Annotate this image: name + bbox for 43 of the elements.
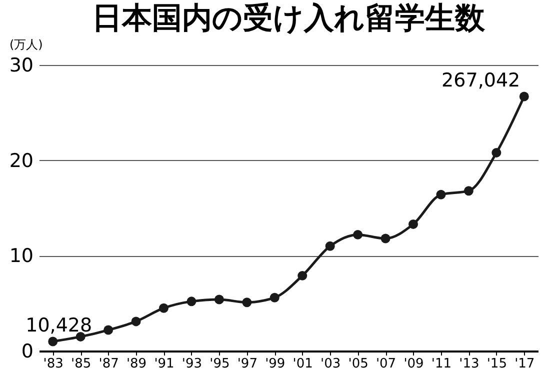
point bbox=[519, 92, 529, 102]
point bbox=[186, 296, 196, 306]
x-tick-label: '95 bbox=[210, 356, 230, 372]
x-tick-label: '99 bbox=[265, 356, 286, 372]
x-tick-label: '87 bbox=[98, 356, 119, 372]
point bbox=[270, 292, 280, 302]
point bbox=[436, 190, 446, 200]
x-tick-label: '05 bbox=[348, 356, 368, 372]
point bbox=[131, 316, 141, 326]
point bbox=[48, 336, 58, 346]
y-tick-label: 10 bbox=[9, 245, 34, 268]
x-tick-label: '15 bbox=[486, 356, 507, 372]
y-tick-label: 30 bbox=[9, 54, 34, 76]
point bbox=[464, 186, 474, 196]
x-tick-label: '13 bbox=[459, 356, 480, 372]
point bbox=[298, 270, 308, 280]
point bbox=[325, 241, 335, 251]
y-tick-label: 0 bbox=[21, 340, 34, 362]
annotation: 267,042 bbox=[442, 69, 520, 92]
point bbox=[492, 148, 502, 158]
annotation: 10,428 bbox=[26, 314, 92, 336]
x-tick-label: '09 bbox=[404, 356, 424, 372]
point bbox=[353, 230, 363, 240]
x-tick-label: '89 bbox=[126, 356, 147, 372]
y-axis-title: (万人) bbox=[10, 38, 43, 52]
x-tick-label: '03 bbox=[320, 356, 341, 372]
point bbox=[408, 219, 418, 229]
point bbox=[104, 325, 114, 335]
point bbox=[380, 234, 390, 244]
x-tick-label: '11 bbox=[431, 356, 452, 372]
y-tick-label: 20 bbox=[9, 150, 34, 172]
x-tick-label: '83 bbox=[43, 356, 64, 372]
x-tick-label: '01 bbox=[292, 356, 313, 372]
x-tick-label: '97 bbox=[237, 356, 258, 372]
x-tick-label: '93 bbox=[182, 356, 202, 372]
point bbox=[214, 294, 224, 304]
x-tick-label: '91 bbox=[154, 356, 174, 372]
x-tick-label: '07 bbox=[376, 356, 396, 372]
chart-title: 日本国内の受け入れ留学生数 bbox=[92, 1, 486, 36]
point bbox=[159, 303, 168, 313]
point bbox=[242, 298, 252, 308]
x-tick-label: '85 bbox=[71, 356, 92, 372]
x-tick-label: '17 bbox=[514, 356, 535, 372]
